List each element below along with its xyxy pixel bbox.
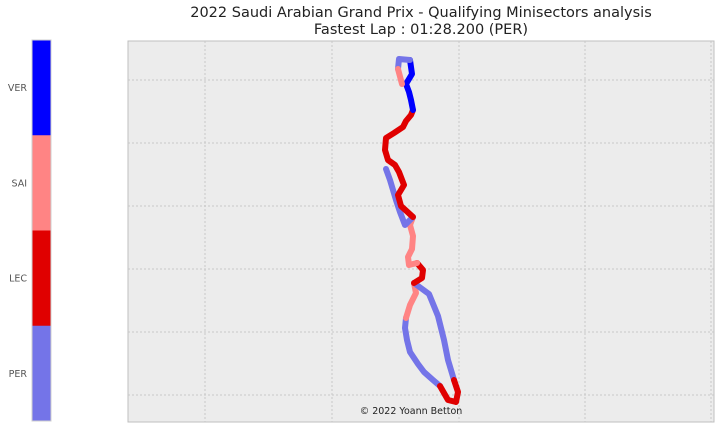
track-segment-lec [382, 107, 416, 220]
track-segment-per [411, 280, 457, 383]
colorbar-label-per: PER [9, 369, 28, 380]
chart-title-block: 2022 Saudi Arabian Grand Prix - Qualifyi… [128, 5, 714, 39]
colorbar-segment-ver [32, 40, 51, 136]
track-layer [382, 56, 461, 405]
chart-subtitle: Fastest Lap : 01:28.200 (PER) [313, 22, 529, 38]
colorbar-label-ver: VER [8, 83, 28, 94]
colorbar-label-sai: SAI [11, 178, 27, 189]
colorbar: VER SAI LEC PER [8, 39, 52, 422]
track-segment-lec [411, 260, 426, 286]
track-segment-per [402, 315, 443, 389]
chart-title: 2022 Saudi Arabian Grand Prix - Qualifyi… [190, 5, 652, 21]
track-segment-ver [403, 57, 416, 113]
track-segment-lec [437, 377, 461, 405]
track-segment-sai [405, 214, 420, 268]
plot-area-background [127, 40, 715, 423]
track-segment-sai [403, 280, 419, 321]
copyright-credit: © 2022 Yoann Betton [360, 406, 463, 417]
colorbar-segment-lec [32, 230, 51, 327]
colorbar-segment-sai [32, 135, 51, 231]
track-segment-per [395, 56, 413, 72]
track-segment-sai [395, 66, 405, 87]
grid-lines [128, 41, 714, 422]
colorbar-label-lec: LEC [9, 274, 27, 285]
colorbar-frame [31, 39, 52, 422]
colorbar-segment-per [32, 325, 51, 422]
